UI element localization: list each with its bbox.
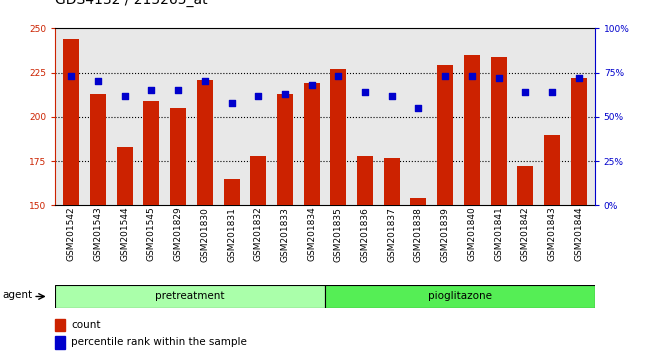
FancyBboxPatch shape	[325, 285, 595, 308]
Bar	[250, 156, 266, 205]
Point	[413, 105, 424, 111]
Text: agent: agent	[3, 290, 33, 300]
Text: pretreatment: pretreatment	[155, 291, 225, 302]
Point	[146, 87, 157, 93]
Point	[387, 93, 397, 98]
FancyBboxPatch shape	[55, 285, 325, 308]
Point	[333, 73, 344, 79]
Bar	[464, 55, 480, 205]
Text: count: count	[72, 320, 101, 330]
Point	[173, 87, 183, 93]
Point	[520, 89, 530, 95]
Point	[280, 91, 290, 97]
Bar	[197, 80, 213, 205]
Text: pioglitazone: pioglitazone	[428, 291, 492, 302]
Bar	[144, 101, 159, 205]
Bar	[170, 108, 186, 205]
Bar	[410, 198, 426, 205]
Point	[547, 89, 557, 95]
Bar	[63, 39, 79, 205]
Bar	[90, 94, 106, 205]
Point	[493, 75, 504, 81]
Point	[93, 79, 103, 84]
Text: percentile rank within the sample: percentile rank within the sample	[72, 337, 247, 347]
Bar	[384, 158, 400, 205]
Point	[573, 75, 584, 81]
Point	[306, 82, 317, 88]
Bar	[117, 147, 133, 205]
Bar	[517, 166, 533, 205]
Bar	[330, 69, 346, 205]
Point	[253, 93, 263, 98]
Bar	[277, 94, 293, 205]
Point	[360, 89, 370, 95]
Bar	[437, 65, 453, 205]
Point	[467, 73, 477, 79]
Bar	[55, 336, 65, 349]
Bar	[357, 156, 373, 205]
Bar	[571, 78, 587, 205]
Text: GDS4132 / 215265_at: GDS4132 / 215265_at	[55, 0, 208, 7]
Bar	[491, 57, 506, 205]
Point	[66, 73, 77, 79]
Bar	[55, 319, 65, 331]
Point	[200, 79, 210, 84]
Point	[120, 93, 130, 98]
Point	[440, 73, 450, 79]
Bar	[224, 179, 240, 205]
Point	[226, 100, 237, 105]
Bar	[304, 83, 320, 205]
Bar	[544, 135, 560, 205]
